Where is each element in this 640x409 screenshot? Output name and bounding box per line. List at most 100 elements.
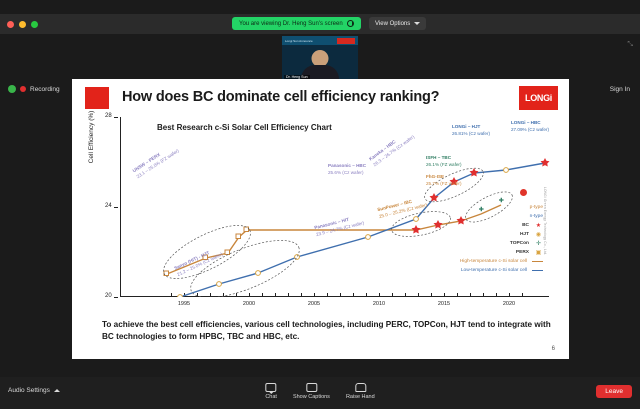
chart-title: Best Research c-Si Solar Cell Efficiency… — [157, 123, 332, 132]
slide-page-number: 6 — [551, 346, 555, 352]
meeting-toolbar: Audio Settings Chat Show Captions Raise … — [0, 377, 640, 409]
toolbar-center-group: Chat Show Captions Raise Hand — [265, 383, 375, 400]
marker-bc — [456, 216, 466, 225]
chart-legend: p-type n-type BC ★ HJT ◉ TOPCon — [447, 203, 543, 275]
slide-accent-square — [85, 87, 109, 109]
y-tick-28: 28 — [105, 113, 118, 119]
presenter-video-thumbnail[interactable]: Longi Sun Announce Dr. Heng Sun — [282, 36, 358, 80]
window-titlebar: You are viewing Dr. Heng Sun's screen Vi… — [0, 14, 640, 34]
audio-settings-label: Audio Settings — [8, 387, 50, 394]
annotation-panasonic-hbc: Panasonic – HBC 25.6% (Cz wafer) — [328, 163, 366, 176]
leave-meeting-button[interactable]: Leave — [596, 385, 632, 398]
annotation-name: Panasonic – HBC — [328, 163, 367, 168]
view-options-button[interactable]: View Options — [369, 17, 427, 30]
recording-status-dot — [8, 85, 16, 93]
window-traffic-lights[interactable] — [7, 20, 38, 28]
y-tick-24: 24 — [105, 203, 118, 209]
chart-plot-area: Best Research c-Si Solar Cell Efficiency… — [105, 113, 550, 307]
video-overlay-strip: Longi Sun Announce — [282, 36, 358, 45]
legend-ntype-label: n-type — [529, 214, 543, 219]
record-icon — [20, 86, 26, 92]
marker-topcon — [499, 197, 504, 203]
legend-topcon: TOPCon ✛ — [447, 239, 543, 248]
slide-caption: To achieve the best cell efficiencies, v… — [102, 320, 551, 341]
close-window-button[interactable] — [7, 20, 14, 28]
presenter-torso — [301, 65, 339, 80]
audio-settings-button[interactable]: Audio Settings — [8, 387, 60, 394]
chat-icon — [265, 383, 277, 394]
legend-ntype: n-type — [447, 212, 543, 221]
annotation-name: FhG-ISE — [426, 174, 445, 179]
marker-bc — [540, 158, 550, 167]
legend-ptype: p-type — [447, 203, 543, 212]
video-overlay-text: Longi Sun Announce — [285, 38, 313, 43]
longi-logo: LONGi — [519, 86, 558, 110]
series-high-temperature — [166, 204, 502, 275]
maximize-window-button[interactable] — [31, 20, 38, 28]
legend-ptype-label: p-type — [529, 205, 543, 210]
legend-bc-label: BC — [522, 223, 529, 228]
annotation-value: 26.81% (Cz wafer) — [452, 130, 491, 136]
view-options-label: View Options — [375, 20, 411, 27]
presenter-face — [311, 50, 329, 67]
captions-icon — [305, 383, 317, 392]
annotation-value: 25.7% (FZ wafer) — [426, 180, 462, 186]
screen-share-banner: You are viewing Dr. Heng Sun's screen — [232, 17, 361, 30]
x-tick-2015: 2015 — [437, 301, 451, 307]
annotation-pointer-dot — [520, 189, 527, 196]
annotation-name: LONGi – HBC — [511, 120, 541, 125]
annotation-value: 27.09% (Cz wafer) — [511, 126, 550, 132]
topcon-plus-icon: ✛ — [535, 240, 542, 247]
shared-slide: How does BC dominate cell efficiency ran… — [72, 79, 569, 359]
high-temp-line-icon — [532, 260, 543, 263]
marker-bc — [449, 177, 459, 186]
sign-in-button[interactable]: Sign In — [609, 86, 630, 93]
annotation-longi-hjt: LONGi – HJT 26.81% (Cz wafer) — [452, 124, 490, 137]
longi-logo-text: LONGi — [525, 93, 552, 103]
x-tick-2000: 2000 — [242, 301, 256, 307]
raise-hand-label: Raise Hand — [345, 394, 375, 400]
bc-star-icon: ★ — [535, 222, 542, 229]
annotation-value: 26.1% (FZ wafer) — [426, 161, 462, 167]
x-tick-2005: 2005 — [307, 301, 321, 307]
chat-button[interactable]: Chat — [265, 383, 277, 400]
marker-bc — [429, 193, 439, 202]
screen-share-banner-label: You are viewing Dr. Heng Sun's screen — [239, 20, 343, 27]
x-tick-1995: 1995 — [177, 301, 191, 307]
chart-y-axis-label: Cell Efficiency (%) — [88, 110, 95, 164]
raise-hand-button[interactable]: Raise Hand — [346, 383, 375, 400]
legend-hjt: HJT ◉ — [447, 230, 543, 239]
minimize-window-button[interactable] — [19, 20, 26, 28]
info-icon — [346, 20, 354, 27]
hjt-circle-icon: ◉ — [535, 231, 542, 238]
hand-icon — [354, 383, 366, 392]
y-tick-20: 20 — [105, 293, 118, 299]
chart-series-svg — [163, 158, 550, 297]
chat-label: Chat — [265, 394, 277, 400]
x-tick-2020: 2020 — [502, 301, 516, 307]
legend-low-temp-label: Low-temperature c-Si solar cell — [460, 268, 527, 273]
marker-topcon — [479, 206, 484, 212]
show-captions-label: Show Captions — [292, 394, 330, 400]
legend-high-temp: High-temperature c-Si solar cell — [447, 257, 543, 266]
legend-perx: PERX ▣ — [447, 248, 543, 257]
x-tick-2010: 2010 — [372, 301, 386, 307]
marker-bc — [411, 225, 421, 234]
annotation-name: LONGi – HJT — [452, 124, 481, 129]
slide-side-watermark: LONGi Green Energy Technology Co., Ltd. — [543, 187, 547, 256]
recording-indicator[interactable]: Recording — [8, 85, 60, 93]
marker-bc — [469, 168, 479, 177]
expand-icon[interactable]: ⤡ — [627, 41, 633, 48]
recording-label: Recording — [30, 85, 60, 93]
legend-high-temp-label: High-temperature c-Si solar cell — [459, 259, 527, 264]
legend-perx-label: PERX — [515, 250, 529, 255]
chevron-down-icon — [414, 22, 421, 25]
annotation-name: ISFH – TBC — [426, 155, 452, 160]
legend-low-temp: Low-temperature c-Si solar cell — [447, 266, 543, 275]
marker-bc — [433, 220, 443, 229]
annotation-isfh-tbc: ISFH – TBC 26.1% (FZ wafer) — [426, 155, 461, 168]
annotation-longi-hbc: LONGi – HBC 27.09% (Cz wafer) — [511, 120, 549, 133]
legend-topcon-label: TOPCon — [509, 241, 529, 246]
show-captions-button[interactable]: Show Captions — [293, 383, 330, 400]
presenter-name-label: Dr. Heng Sun — [284, 75, 310, 79]
